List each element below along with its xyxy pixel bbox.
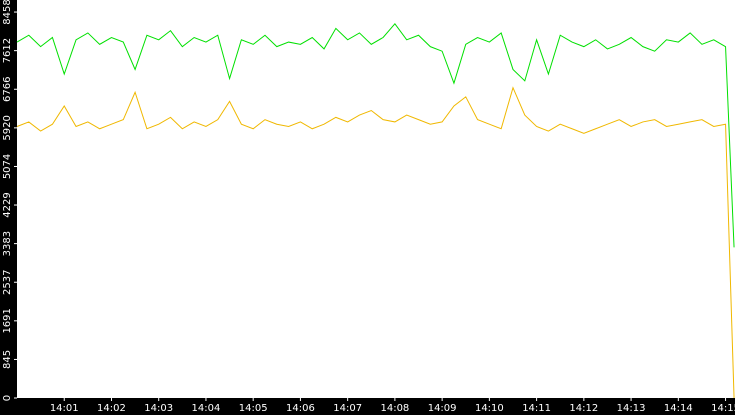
x-tick-label: 14:06: [286, 403, 315, 414]
x-tick-label: 14:15: [711, 403, 735, 414]
x-tick-label: 14:14: [664, 403, 693, 414]
y-tick-label: 0: [2, 395, 13, 401]
y-tick-label: 6766: [2, 77, 13, 102]
x-tick-label: 14:03: [144, 403, 173, 414]
series-line: [16, 86, 735, 399]
x-tick-label: 14:07: [333, 403, 362, 414]
y-tick-label: 8458: [2, 0, 13, 25]
y-tick-label: 1691: [2, 308, 13, 333]
x-tick-label: 14:01: [50, 403, 79, 414]
plot-area: [17, 0, 735, 398]
x-tick-label: 14:12: [569, 403, 598, 414]
y-tick-label: 5920: [2, 115, 13, 140]
y-tick-label: 3383: [2, 231, 13, 256]
y-tick-label: 845: [2, 350, 13, 369]
x-tick-label: 14:11: [522, 403, 551, 414]
y-tick-label: 7612: [2, 38, 13, 63]
x-tick-label: 14:13: [617, 403, 646, 414]
y-tick-label: 2537: [2, 270, 13, 295]
x-tick-label: 14:02: [97, 403, 126, 414]
x-tick-label: 14:09: [428, 403, 457, 414]
series-line: [16, 23, 735, 248]
x-tick-label: 14:08: [380, 403, 409, 414]
y-tick-label: 5074: [2, 154, 13, 179]
y-tick-label: 4229: [2, 192, 13, 217]
x-tick-label: 14:10: [475, 403, 504, 414]
x-tick-label: 14:04: [192, 403, 221, 414]
x-tick-label: 14:05: [239, 403, 268, 414]
